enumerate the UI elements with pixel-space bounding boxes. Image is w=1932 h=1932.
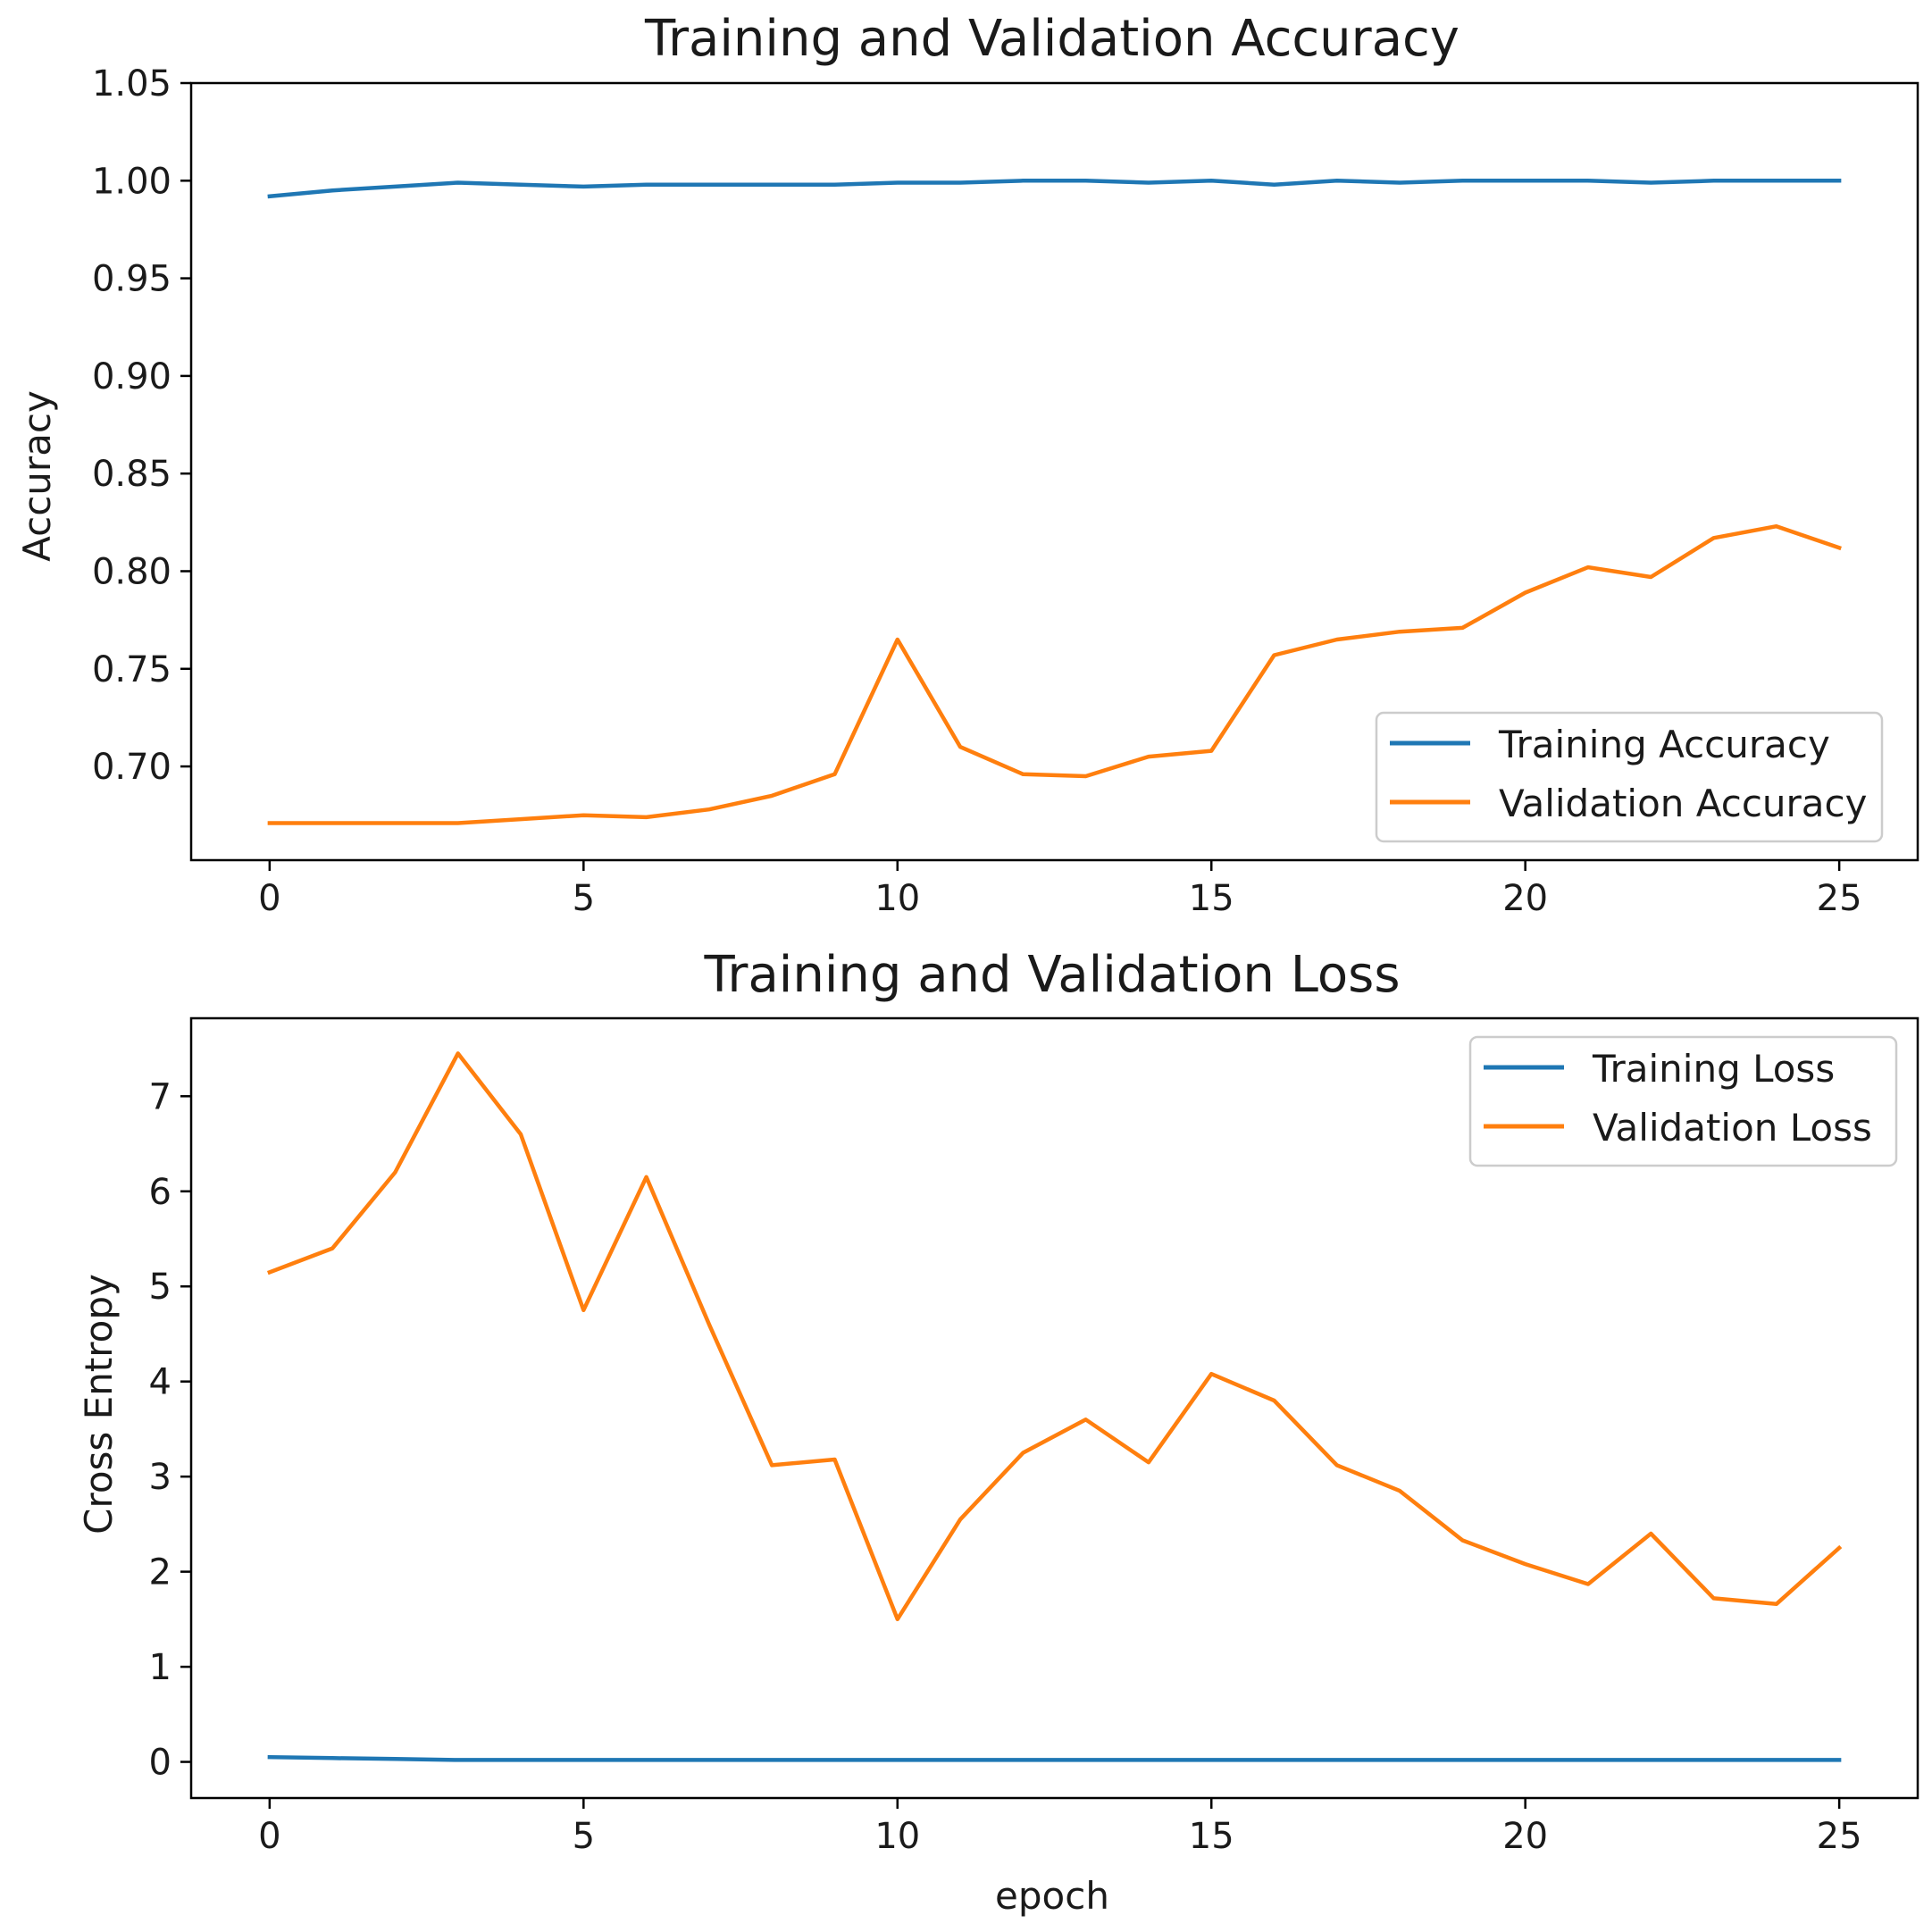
- accuracy-chart-title: Training and Validation Accuracy: [644, 10, 1459, 68]
- accuracy-y-tick-label: 0.95: [92, 259, 171, 300]
- accuracy-y-tick-label: 0.75: [92, 649, 171, 690]
- loss-y-tick-label: 3: [149, 1457, 171, 1498]
- loss-legend: Training Loss Validation Loss: [1468, 1035, 1898, 1167]
- loss-x-tick-label: 5: [573, 1816, 595, 1857]
- accuracy-x-tick-label: 10: [874, 878, 920, 919]
- accuracy-x-tick-label: 0: [258, 878, 280, 919]
- loss-y-tick-label: 2: [149, 1552, 171, 1593]
- loss-x-axis-label: epoch: [995, 1874, 1109, 1918]
- loss-x-tick-label: 25: [1817, 1816, 1862, 1857]
- loss-series: [266, 1051, 1843, 1762]
- accuracy-chart: Training and Validation Accuracy Accurac…: [15, 10, 1919, 919]
- accuracy-y-axis-label: Accuracy: [15, 390, 59, 562]
- legend-training-loss-label: Training Loss: [1592, 1047, 1835, 1091]
- loss-y-tick-label: 6: [149, 1172, 171, 1213]
- loss-y-tick-label: 4: [149, 1362, 171, 1403]
- loss-y-tick-label: 0: [149, 1743, 171, 1784]
- legend-training-accuracy-label: Training Accuracy: [1498, 723, 1830, 766]
- accuracy-y-tick-label: 1.00: [92, 161, 171, 202]
- loss-ticks: 0 5 10 15 20 25 0 1 2 3 4 5 6 7: [149, 1076, 1862, 1857]
- loss-chart: Training and Validation Loss Cross Entro…: [77, 946, 1919, 1918]
- accuracy-x-tick-label: 25: [1817, 878, 1862, 919]
- accuracy-legend-box: [1375, 711, 1884, 843]
- training-loss-line: [267, 1754, 1842, 1762]
- accuracy-x-tick-label: 20: [1502, 878, 1548, 919]
- accuracy-x-tick-label: 15: [1189, 878, 1234, 919]
- accuracy-y-tick-label: 0.70: [92, 747, 171, 788]
- loss-x-tick-label: 10: [874, 1816, 920, 1857]
- loss-x-tick-label: 0: [258, 1816, 280, 1857]
- accuracy-y-tick-label: 0.80: [92, 551, 171, 592]
- loss-plot-frame: [189, 1016, 1919, 1800]
- loss-chart-title: Training and Validation Loss: [703, 946, 1400, 1004]
- loss-legend-box: [1468, 1035, 1898, 1167]
- accuracy-legend: Training Accuracy Validation Accuracy: [1375, 711, 1884, 843]
- loss-y-tick-label: 5: [149, 1267, 171, 1308]
- accuracy-x-tick-label: 5: [573, 878, 595, 919]
- legend-validation-accuracy-label: Validation Accuracy: [1499, 782, 1868, 825]
- accuracy-y-tick-label: 0.90: [92, 356, 171, 397]
- loss-y-tick-label: 7: [149, 1076, 171, 1117]
- accuracy-ticks: 0 5 10 15 20 25 0.70 0.75 0.80 0.85 0.90 0.95 1.00 1.…: [92, 63, 1862, 919]
- validation-accuracy-line: [267, 523, 1842, 825]
- loss-x-tick-label: 15: [1189, 1816, 1234, 1857]
- loss-y-axis-label: Cross Entropy: [77, 1274, 121, 1535]
- accuracy-y-tick-label: 1.05: [92, 63, 171, 105]
- accuracy-series: [267, 179, 1842, 825]
- loss-x-tick-label: 20: [1502, 1816, 1548, 1857]
- loss-y-tick-label: 1: [149, 1647, 171, 1688]
- training-accuracy-line: [267, 179, 1842, 199]
- accuracy-y-tick-label: 0.85: [92, 454, 171, 495]
- accuracy-plot-frame: [189, 81, 1919, 862]
- legend-validation-loss-label: Validation Loss: [1593, 1106, 1872, 1150]
- validation-loss-line: [266, 1051, 1843, 1622]
